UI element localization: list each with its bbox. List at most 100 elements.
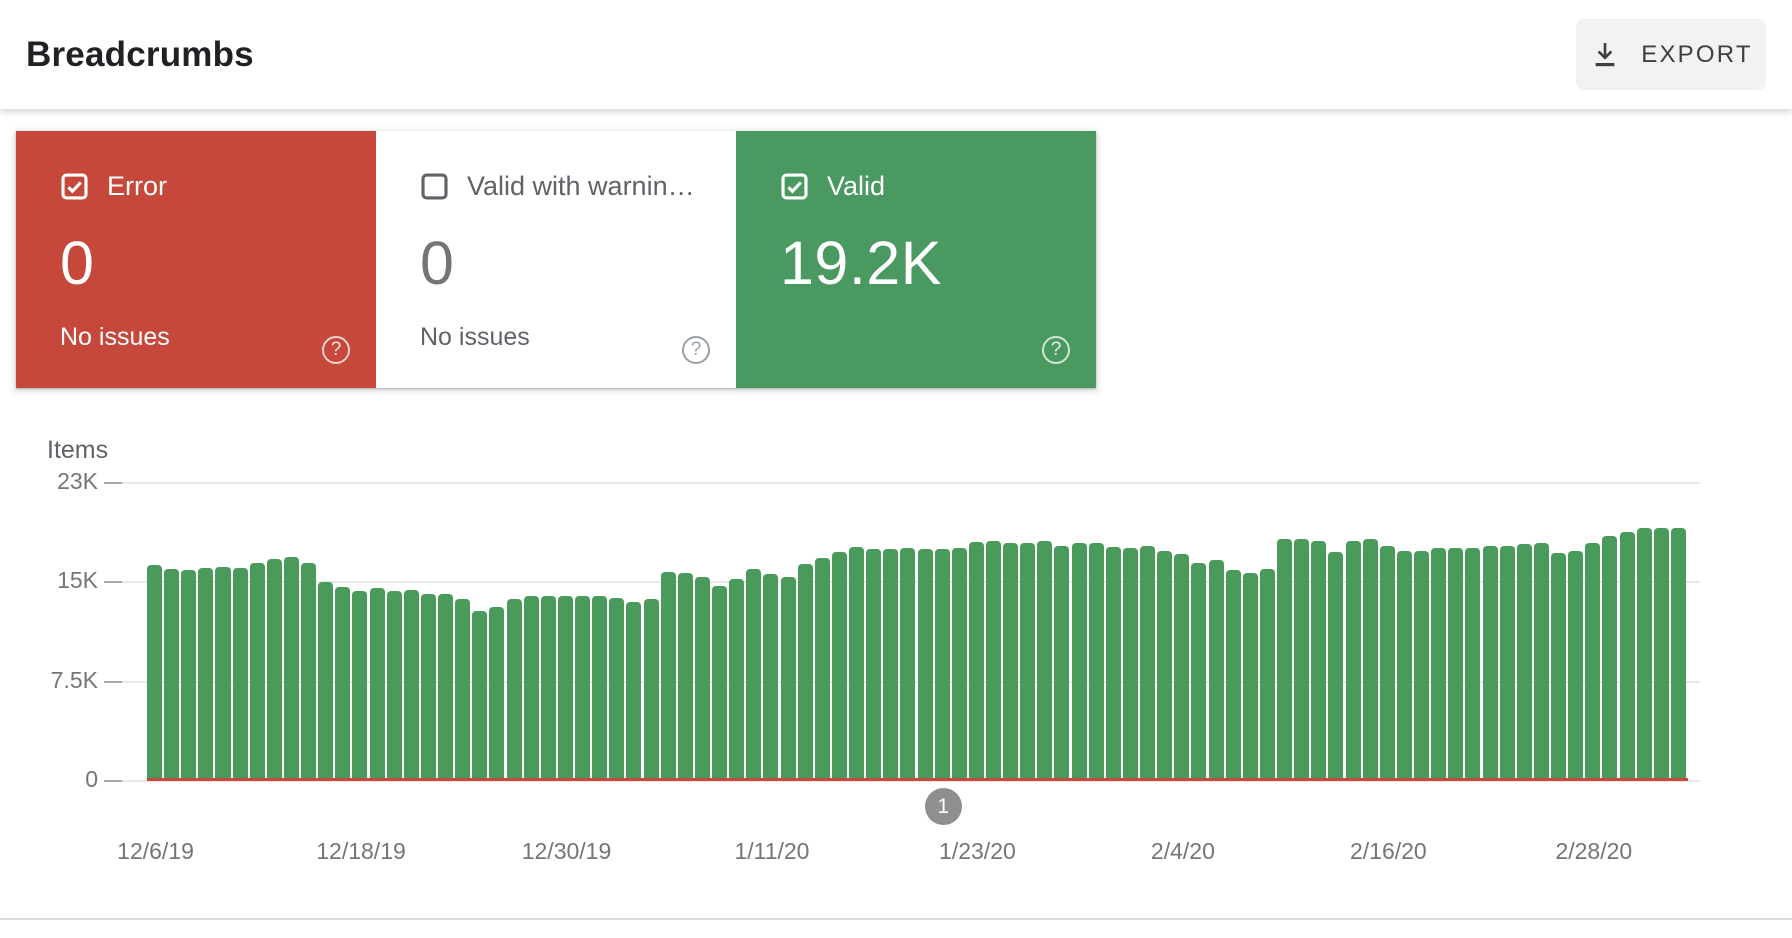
- bar[interactable]: [1499, 545, 1515, 779]
- bar[interactable]: [1568, 550, 1584, 779]
- card-valid-with-warnings[interactable]: Valid with warnin… 0 No issues ?: [376, 131, 736, 388]
- bar[interactable]: [1465, 548, 1481, 779]
- checkbox-checked-icon[interactable]: [60, 172, 89, 201]
- bar[interactable]: [1225, 570, 1241, 779]
- bar[interactable]: [643, 598, 659, 779]
- bar[interactable]: [1208, 560, 1224, 779]
- bar[interactable]: [729, 579, 745, 779]
- bar[interactable]: [968, 541, 984, 779]
- bar[interactable]: [232, 567, 248, 779]
- bar[interactable]: [1157, 550, 1173, 779]
- bar[interactable]: [1345, 540, 1361, 779]
- bar[interactable]: [164, 569, 180, 779]
- bar[interactable]: [831, 551, 847, 779]
- bar[interactable]: [1328, 551, 1344, 779]
- bar[interactable]: [472, 610, 488, 779]
- bar[interactable]: [198, 567, 214, 779]
- card-error[interactable]: Error 0 No issues ?: [16, 131, 376, 388]
- bar[interactable]: [1653, 528, 1669, 779]
- bar[interactable]: [1088, 543, 1104, 779]
- bar[interactable]: [592, 596, 608, 779]
- card-valid[interactable]: Valid 19.2K ?: [736, 131, 1096, 388]
- bar[interactable]: [1482, 545, 1498, 779]
- bar[interactable]: [1311, 540, 1327, 779]
- bar[interactable]: [866, 549, 882, 779]
- bar[interactable]: [746, 569, 762, 779]
- bar[interactable]: [1020, 543, 1036, 779]
- export-button[interactable]: EXPORT: [1576, 19, 1766, 90]
- bar[interactable]: [147, 565, 163, 779]
- bar[interactable]: [849, 546, 865, 779]
- bar[interactable]: [403, 589, 419, 779]
- bar[interactable]: [1054, 545, 1070, 779]
- bar[interactable]: [1003, 543, 1019, 779]
- bar[interactable]: [1191, 562, 1207, 779]
- bar[interactable]: [181, 570, 197, 779]
- bar[interactable]: [283, 556, 299, 779]
- bar[interactable]: [523, 596, 539, 779]
- bar[interactable]: [1174, 554, 1190, 779]
- bar[interactable]: [489, 606, 505, 779]
- bar[interactable]: [1122, 548, 1138, 779]
- checkbox-checked-icon[interactable]: [780, 172, 809, 201]
- bar[interactable]: [1636, 528, 1652, 779]
- bar[interactable]: [660, 571, 676, 779]
- bar[interactable]: [1448, 548, 1464, 779]
- bar[interactable]: [575, 596, 591, 779]
- bar[interactable]: [1431, 548, 1447, 779]
- bar[interactable]: [438, 593, 454, 779]
- help-icon[interactable]: ?: [322, 336, 350, 364]
- bar[interactable]: [1105, 546, 1121, 779]
- bar[interactable]: [883, 549, 899, 779]
- bar[interactable]: [763, 574, 779, 779]
- bar[interactable]: [1619, 531, 1635, 779]
- help-icon[interactable]: ?: [682, 336, 710, 364]
- bar[interactable]: [1037, 540, 1053, 779]
- bar[interactable]: [249, 562, 265, 779]
- bar[interactable]: [1602, 535, 1618, 779]
- checkbox-unchecked-icon[interactable]: [420, 172, 449, 201]
- chart-plot[interactable]: 0 7.5K 15K 23K 12/6/19 12/18/19 12/30/19 1/11/2…: [51, 468, 1700, 864]
- bar[interactable]: [1294, 539, 1310, 779]
- bar[interactable]: [1379, 545, 1395, 779]
- bar[interactable]: [1533, 543, 1549, 779]
- bar[interactable]: [934, 549, 950, 779]
- bar[interactable]: [1362, 539, 1378, 779]
- bar[interactable]: [506, 598, 522, 779]
- bar[interactable]: [1585, 543, 1601, 779]
- bar[interactable]: [1071, 543, 1087, 779]
- bar[interactable]: [1396, 550, 1412, 779]
- bar[interactable]: [540, 596, 556, 779]
- bar[interactable]: [1140, 545, 1156, 779]
- bar[interactable]: [215, 566, 231, 779]
- bar[interactable]: [814, 557, 830, 779]
- bar[interactable]: [1277, 539, 1293, 779]
- bar[interactable]: [985, 540, 1001, 779]
- bar[interactable]: [609, 597, 625, 779]
- bar[interactable]: [951, 548, 967, 779]
- bar[interactable]: [266, 559, 282, 779]
- bar[interactable]: [557, 596, 573, 779]
- bar[interactable]: [917, 549, 933, 779]
- bar[interactable]: [1551, 553, 1567, 779]
- bar[interactable]: [1242, 572, 1258, 779]
- bar[interactable]: [694, 576, 710, 779]
- bar[interactable]: [455, 598, 471, 779]
- bar[interactable]: [900, 548, 916, 779]
- bar[interactable]: [797, 564, 813, 779]
- bar[interactable]: [780, 576, 796, 779]
- bar[interactable]: [677, 572, 693, 779]
- bar[interactable]: [1670, 528, 1686, 779]
- bar[interactable]: [335, 586, 351, 779]
- bar[interactable]: [369, 588, 385, 779]
- bar[interactable]: [1516, 544, 1532, 779]
- bar[interactable]: [626, 601, 642, 779]
- bar[interactable]: [352, 590, 368, 779]
- bar[interactable]: [1414, 550, 1430, 779]
- help-icon[interactable]: ?: [1042, 336, 1070, 364]
- bar[interactable]: [1259, 569, 1275, 779]
- bar[interactable]: [386, 590, 402, 779]
- annotation-marker[interactable]: 1: [924, 788, 962, 825]
- bar[interactable]: [420, 593, 436, 779]
- bar[interactable]: [712, 585, 728, 779]
